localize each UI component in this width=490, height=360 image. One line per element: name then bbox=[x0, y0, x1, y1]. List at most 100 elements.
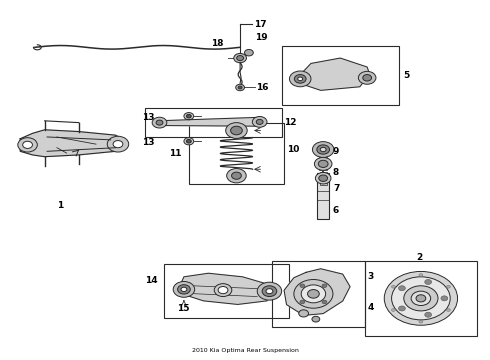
Circle shape bbox=[301, 285, 326, 303]
Circle shape bbox=[113, 140, 123, 148]
Circle shape bbox=[313, 141, 334, 157]
Circle shape bbox=[214, 284, 232, 297]
Bar bbox=[145, 108, 282, 137]
Bar bbox=[320, 172, 327, 185]
Circle shape bbox=[236, 84, 245, 91]
Bar bbox=[282, 45, 399, 105]
Text: 13: 13 bbox=[143, 113, 155, 122]
Circle shape bbox=[446, 309, 450, 311]
Circle shape bbox=[299, 310, 309, 317]
Polygon shape bbox=[20, 130, 125, 157]
Text: 17: 17 bbox=[254, 19, 267, 28]
Circle shape bbox=[252, 117, 267, 127]
Circle shape bbox=[186, 139, 191, 143]
Text: 4: 4 bbox=[367, 303, 373, 312]
Text: 19: 19 bbox=[255, 33, 268, 42]
Text: 18: 18 bbox=[211, 39, 223, 48]
Circle shape bbox=[290, 71, 311, 87]
Polygon shape bbox=[284, 269, 350, 315]
Circle shape bbox=[18, 138, 37, 152]
Circle shape bbox=[398, 306, 405, 311]
Text: 7: 7 bbox=[333, 184, 339, 193]
Text: 9: 9 bbox=[333, 147, 339, 156]
Circle shape bbox=[245, 49, 253, 56]
Text: 5: 5 bbox=[403, 71, 409, 80]
Circle shape bbox=[184, 113, 194, 120]
Circle shape bbox=[184, 138, 194, 145]
Circle shape bbox=[318, 160, 328, 167]
Circle shape bbox=[177, 285, 190, 294]
Circle shape bbox=[231, 126, 243, 135]
Bar bbox=[365, 261, 477, 336]
Circle shape bbox=[363, 75, 371, 81]
Bar bbox=[319, 157, 327, 170]
Circle shape bbox=[234, 53, 246, 63]
Text: 13: 13 bbox=[143, 138, 155, 147]
Circle shape bbox=[232, 172, 242, 179]
Circle shape bbox=[298, 77, 303, 81]
Polygon shape bbox=[294, 58, 369, 90]
Text: 1: 1 bbox=[57, 201, 63, 210]
Circle shape bbox=[300, 284, 305, 288]
Circle shape bbox=[312, 316, 320, 322]
Circle shape bbox=[319, 175, 328, 181]
Circle shape bbox=[218, 287, 228, 294]
Circle shape bbox=[384, 271, 458, 325]
Text: 11: 11 bbox=[169, 149, 182, 158]
Circle shape bbox=[392, 285, 395, 288]
Circle shape bbox=[152, 117, 167, 128]
Circle shape bbox=[425, 279, 432, 284]
Circle shape bbox=[320, 147, 326, 152]
Circle shape bbox=[227, 168, 246, 183]
Circle shape bbox=[238, 86, 242, 89]
Text: 14: 14 bbox=[145, 276, 157, 285]
Polygon shape bbox=[157, 117, 262, 126]
Circle shape bbox=[300, 300, 305, 304]
Circle shape bbox=[294, 279, 333, 308]
Polygon shape bbox=[179, 273, 272, 305]
Text: 2: 2 bbox=[416, 253, 422, 262]
Circle shape bbox=[316, 172, 331, 184]
Circle shape bbox=[398, 286, 405, 291]
Bar bbox=[189, 123, 284, 184]
Text: 12: 12 bbox=[284, 118, 296, 127]
Text: 6: 6 bbox=[333, 206, 339, 215]
Circle shape bbox=[392, 309, 395, 311]
Circle shape bbox=[237, 55, 244, 60]
Circle shape bbox=[416, 295, 426, 302]
Circle shape bbox=[262, 286, 277, 297]
Bar bbox=[272, 261, 365, 327]
Circle shape bbox=[294, 75, 306, 83]
Text: 15: 15 bbox=[176, 303, 189, 312]
Circle shape bbox=[257, 282, 282, 300]
Circle shape bbox=[446, 285, 450, 288]
Circle shape bbox=[358, 71, 376, 84]
Text: 2010 Kia Optima Rear Suspension: 2010 Kia Optima Rear Suspension bbox=[192, 348, 298, 353]
Circle shape bbox=[315, 157, 332, 170]
Circle shape bbox=[107, 136, 129, 152]
Circle shape bbox=[419, 274, 423, 276]
Text: 3: 3 bbox=[367, 272, 373, 281]
Circle shape bbox=[404, 286, 438, 311]
Circle shape bbox=[226, 123, 247, 138]
Bar bbox=[315, 149, 332, 153]
Bar bbox=[318, 173, 329, 220]
Circle shape bbox=[308, 289, 319, 298]
Circle shape bbox=[156, 120, 163, 125]
Circle shape bbox=[411, 291, 431, 306]
Circle shape bbox=[392, 277, 450, 320]
Circle shape bbox=[425, 312, 432, 317]
Circle shape bbox=[441, 296, 448, 301]
Circle shape bbox=[419, 320, 423, 323]
Text: 16: 16 bbox=[256, 83, 268, 92]
Text: 8: 8 bbox=[333, 168, 339, 177]
Bar bbox=[318, 145, 328, 149]
Circle shape bbox=[256, 120, 263, 125]
Circle shape bbox=[322, 284, 327, 288]
Text: 10: 10 bbox=[287, 145, 299, 154]
Circle shape bbox=[181, 287, 187, 292]
Circle shape bbox=[322, 300, 327, 304]
Circle shape bbox=[186, 114, 191, 118]
Bar bbox=[164, 264, 289, 318]
Circle shape bbox=[266, 289, 273, 294]
